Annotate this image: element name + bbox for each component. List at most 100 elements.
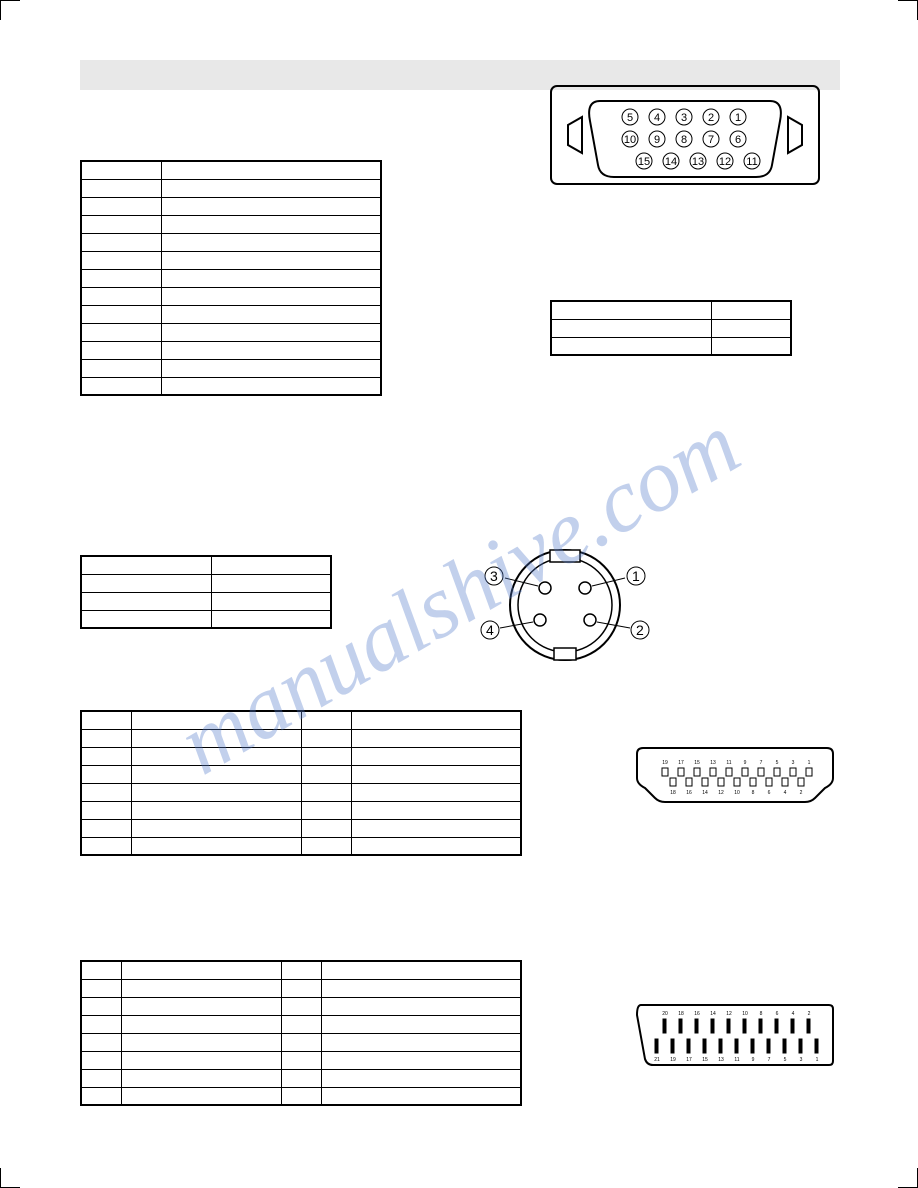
- table-row: [81, 1051, 521, 1069]
- table-cell: [161, 359, 381, 377]
- svg-text:9: 9: [744, 760, 747, 766]
- table-cell: [161, 341, 381, 359]
- table-cell: [281, 979, 321, 997]
- table-cell: [161, 305, 381, 323]
- table-row: [81, 287, 381, 305]
- svg-text:10: 10: [734, 790, 740, 796]
- svg-text:8: 8: [760, 1011, 763, 1017]
- table-row: [81, 323, 381, 341]
- svg-text:8: 8: [681, 134, 687, 146]
- table-row: [81, 801, 521, 819]
- svg-text:17: 17: [686, 1057, 692, 1063]
- table-row: [81, 305, 381, 323]
- svg-text:15: 15: [638, 156, 650, 168]
- table-cell: [81, 287, 161, 305]
- table-cell: [321, 1087, 521, 1105]
- table-cell: [81, 341, 161, 359]
- table-cell: [81, 359, 161, 377]
- svg-text:19: 19: [662, 760, 668, 766]
- table-cell: [281, 1069, 321, 1087]
- table-cell: [81, 179, 161, 197]
- svg-text:11: 11: [734, 1057, 739, 1063]
- table-row: [81, 197, 381, 215]
- table-cell: [121, 961, 281, 979]
- table-cell: [81, 574, 211, 592]
- table-cell: [81, 1087, 121, 1105]
- table-cell: [131, 747, 301, 765]
- table-cell: [81, 997, 121, 1015]
- table-cell: [121, 1051, 281, 1069]
- svg-text:3: 3: [490, 568, 498, 584]
- table-row: [81, 1087, 521, 1105]
- svg-text:1: 1: [816, 1057, 819, 1063]
- crop-mark-tl: [0, 0, 20, 20]
- svg-text:12: 12: [718, 790, 724, 796]
- table-cell: [351, 729, 521, 747]
- table-cell: [131, 837, 301, 855]
- table-cell: [281, 1033, 321, 1051]
- svg-text:7: 7: [760, 760, 763, 766]
- svg-text:3: 3: [681, 112, 687, 124]
- svideo-connector-diagram: 3 1 4 2: [450, 540, 680, 670]
- svg-text:4: 4: [654, 112, 660, 124]
- table-cell: [131, 819, 301, 837]
- table-cell: [351, 819, 521, 837]
- table-cell: [301, 819, 351, 837]
- table-cell: [81, 819, 131, 837]
- table-cell: [131, 729, 301, 747]
- hdmi-connector-diagram: 1917151311 97531 1816141210 8642: [635, 740, 835, 810]
- table-cell: [81, 961, 121, 979]
- table-cell: [81, 197, 161, 215]
- table-row: [551, 319, 791, 337]
- table-cell: [301, 783, 351, 801]
- table-cell: [121, 979, 281, 997]
- svg-text:4: 4: [486, 622, 494, 638]
- table-cell: [81, 251, 161, 269]
- svg-text:13: 13: [710, 760, 716, 766]
- table-cell: [211, 592, 331, 610]
- svg-text:18: 18: [670, 790, 676, 796]
- table-row: [81, 747, 521, 765]
- svg-text:10: 10: [742, 1011, 748, 1017]
- svg-text:1: 1: [735, 112, 741, 124]
- table-cell: [161, 323, 381, 341]
- table-cell: [301, 729, 351, 747]
- table-cell: [81, 233, 161, 251]
- table-cell: [211, 556, 331, 574]
- table-cell: [321, 1033, 521, 1051]
- table-cell: [81, 747, 131, 765]
- table-row: [551, 337, 791, 355]
- table-cell: [711, 319, 791, 337]
- svg-text:10: 10: [624, 134, 636, 146]
- table-cell: [81, 610, 211, 628]
- table-cell: [161, 269, 381, 287]
- table-cell: [301, 765, 351, 783]
- table-cell: [81, 1033, 121, 1051]
- table-cell: [351, 747, 521, 765]
- table-row: [81, 783, 521, 801]
- table-cell: [81, 1051, 121, 1069]
- table-row: [81, 233, 381, 251]
- table-cell: [321, 961, 521, 979]
- svg-text:9: 9: [654, 134, 660, 146]
- table-cell: [81, 837, 131, 855]
- table-cell: [551, 337, 711, 355]
- svg-text:11: 11: [746, 156, 757, 168]
- table-cell: [211, 574, 331, 592]
- table-cell: [161, 179, 381, 197]
- table-cell: [81, 377, 161, 395]
- svg-text:16: 16: [686, 790, 692, 796]
- table-row: [81, 556, 331, 574]
- table-row: [81, 574, 331, 592]
- svg-text:17: 17: [678, 760, 684, 766]
- table-cell: [301, 711, 351, 729]
- table-cell: [161, 377, 381, 395]
- svg-text:20: 20: [662, 1011, 668, 1017]
- svg-text:2: 2: [636, 622, 644, 638]
- table-row: [81, 711, 521, 729]
- svg-text:2: 2: [800, 790, 803, 796]
- svg-text:5: 5: [784, 1057, 787, 1063]
- table-row: [81, 961, 521, 979]
- svg-text:7: 7: [768, 1057, 771, 1063]
- table-row: [81, 592, 331, 610]
